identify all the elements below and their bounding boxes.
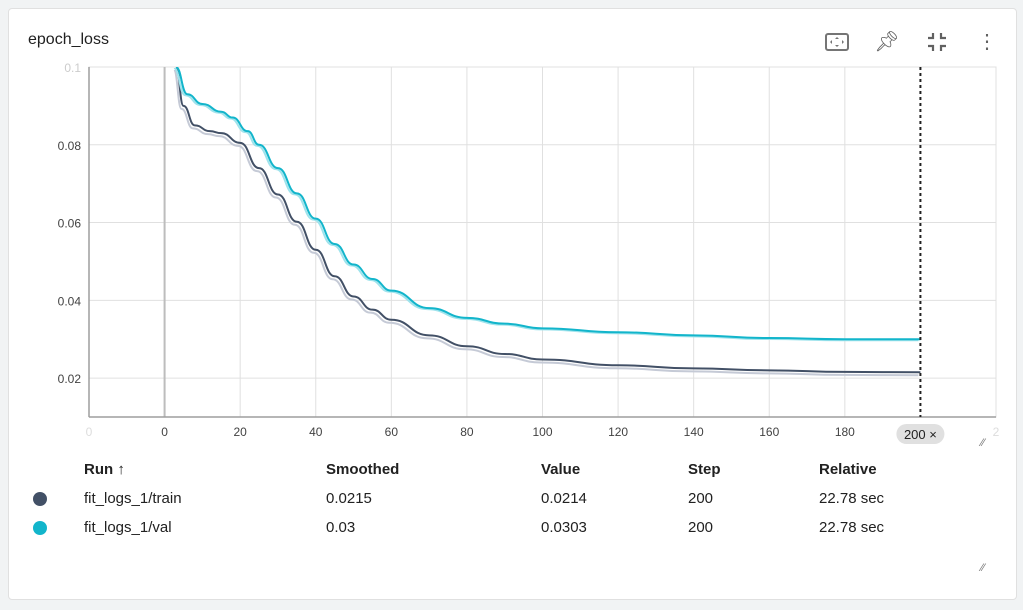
- y-tick-label: 0.06: [58, 217, 82, 231]
- col-step: Step: [688, 461, 721, 478]
- x-tick-label: 0: [86, 425, 93, 439]
- smoothed-value: 0.0215: [326, 490, 372, 507]
- run-name: fit_logs_1/train: [84, 490, 182, 507]
- raw-series-line: [172, 70, 919, 377]
- x-tick-label: 160: [759, 425, 779, 439]
- relative-time: 22.78 sec: [819, 490, 885, 507]
- table-resize-handle[interactable]: ⁄⁄: [981, 562, 985, 574]
- table-row: fit_logs_1/val 0.03 0.0303 200 22.78 sec: [9, 519, 1016, 543]
- y-tick-label: 0.02: [58, 372, 82, 386]
- x-tick-label: 0: [161, 425, 168, 439]
- scalar-card: epoch_loss 📌︎ ⋮ 0.1 0.08 0.06 0.04 0.02 0 0 20 4…: [8, 8, 1017, 600]
- run-color-dot: [33, 492, 47, 506]
- more-vert-icon[interactable]: ⋮: [977, 31, 997, 53]
- col-run[interactable]: Run ↑: [84, 461, 125, 478]
- relative-time: 22.78 sec: [819, 519, 885, 536]
- step: 200: [688, 490, 714, 507]
- collapse-icon[interactable]: [924, 29, 950, 55]
- y-tick-label: 0.08: [58, 139, 82, 153]
- col-relative: Relative: [819, 461, 877, 478]
- x-tick-label: 60: [385, 425, 399, 439]
- col-smoothed: Smoothed: [326, 461, 400, 478]
- x-tick-label: 180: [835, 425, 855, 439]
- step-cursor-chip: [896, 424, 945, 444]
- step-cursor-label: 200 ×: [904, 427, 937, 442]
- chart-resize-handle[interactable]: ⁄⁄: [981, 437, 985, 449]
- card-title: epoch_loss: [28, 31, 109, 48]
- table-header: Run ↑ Smoothed Value Step Relative: [9, 461, 1016, 485]
- smoothed-value: 0.03: [326, 519, 356, 536]
- run-color-dot: [33, 521, 47, 535]
- x-tick-label: 40: [309, 425, 323, 439]
- x-tick-label: 20: [233, 425, 247, 439]
- fit-to-data-icon[interactable]: [824, 29, 850, 55]
- loss-chart[interactable]: 0.1 0.08 0.06 0.04 0.02 0 0 20 40 60 80 100 120 140 16…: [9, 9, 1016, 449]
- value: 0.0303: [541, 519, 587, 536]
- raw-series-line: [173, 68, 919, 342]
- series-line-val: [175, 67, 921, 341]
- run-name: fit_logs_1/val: [84, 519, 172, 536]
- y-tick-label: 0.1: [64, 61, 81, 75]
- col-value: Value: [541, 461, 581, 478]
- y-tick-label: 0.04: [58, 294, 82, 308]
- x-tick-label: 140: [684, 425, 704, 439]
- step: 200: [688, 519, 714, 536]
- table-row: fit_logs_1/train 0.0215 0.0214 200 22.78…: [9, 490, 1016, 514]
- value: 0.0214: [541, 490, 587, 507]
- x-tick-label: 2: [993, 425, 1000, 439]
- x-tick-label: 80: [460, 425, 474, 439]
- pin-icon[interactable]: 📌︎: [874, 31, 900, 53]
- x-tick-label: 100: [532, 425, 552, 439]
- series-line-train: [174, 67, 921, 374]
- x-tick-label: 120: [608, 425, 628, 439]
